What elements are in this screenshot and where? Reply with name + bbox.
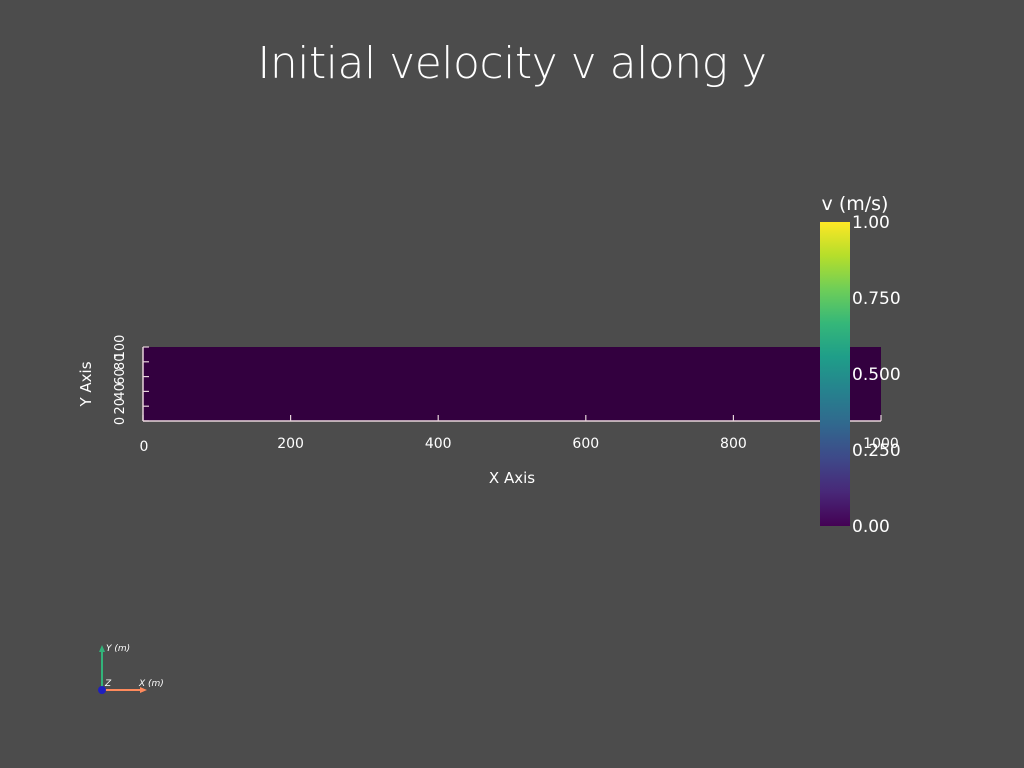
x-tick-label: 800 bbox=[720, 436, 747, 452]
y-tick-label: 60 bbox=[113, 368, 128, 385]
x-tick-label: 1000 bbox=[863, 436, 899, 452]
field-rectangle bbox=[143, 347, 881, 421]
colorbar-tick-label: 1.00 bbox=[852, 213, 890, 233]
z-orientation-label: Z bbox=[104, 679, 112, 689]
colorbar-tick-label: 0.500 bbox=[852, 365, 901, 385]
x-orientation-label: X (m) bbox=[138, 679, 164, 689]
y-tick-label: 20 bbox=[113, 398, 128, 415]
chart-title: Initial velocity v along y bbox=[257, 38, 767, 89]
y-tick-label: 0 bbox=[113, 417, 128, 425]
colorbar-tick-label: 0.250 bbox=[852, 441, 901, 461]
y-axis-title: Y Axis bbox=[77, 361, 95, 407]
colorbar-title: v (m/s) bbox=[822, 193, 889, 215]
y-arrowhead-icon bbox=[99, 645, 105, 652]
x-axis-title: X Axis bbox=[489, 469, 535, 487]
x-arrowhead-icon bbox=[140, 687, 147, 693]
x-tick-label: 400 bbox=[425, 436, 452, 452]
y-tick-label: 100 bbox=[113, 335, 128, 360]
colorbar-gradient bbox=[820, 222, 850, 526]
y-tick-label: 80 bbox=[113, 354, 128, 371]
x-tick-label: 0 bbox=[140, 439, 149, 455]
colorbar: v (m/s) 0.00 0.250 0.500 0.750 1.00 bbox=[820, 193, 901, 537]
orientation-axes-widget: Y (m) X (m) Z bbox=[98, 644, 164, 694]
z-orientation-dot bbox=[98, 686, 106, 694]
y-orientation-label: Y (m) bbox=[106, 644, 130, 654]
x-tick-label: 600 bbox=[572, 436, 599, 452]
y-tick-label: 40 bbox=[113, 383, 128, 400]
colorbar-tick-label: 0.00 bbox=[852, 517, 890, 537]
x-tick-label: 200 bbox=[277, 436, 304, 452]
colorbar-tick-label: 0.750 bbox=[852, 289, 901, 309]
